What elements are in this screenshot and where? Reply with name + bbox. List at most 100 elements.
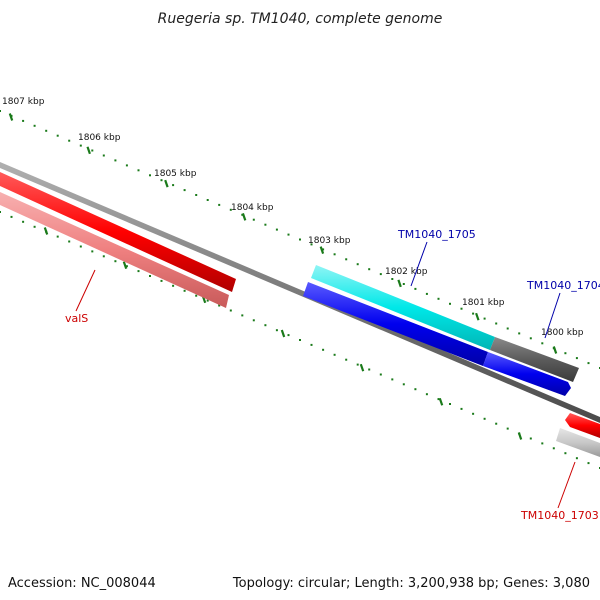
gene-TM1040-1703-feature[interactable] bbox=[565, 413, 600, 438]
tick-label-1800: 1800 kbp bbox=[541, 328, 584, 338]
valS-label[interactable]: valS bbox=[65, 312, 88, 325]
lower-scale-minor-dot bbox=[425, 393, 428, 396]
lower-scale-major-tick bbox=[43, 227, 49, 235]
scale-minor-dot bbox=[137, 169, 140, 172]
lower-scale-minor-dot bbox=[229, 309, 232, 312]
scale-minor-dot bbox=[437, 297, 440, 300]
scale-minor-dot bbox=[252, 218, 255, 221]
scale-minor-dot bbox=[206, 199, 209, 201]
TM1040-1705-leader-line bbox=[410, 241, 428, 287]
gene-TM1040-1705-feature[interactable] bbox=[311, 265, 495, 350]
lower-scale-minor-dot bbox=[379, 373, 382, 376]
scale-minor-dot bbox=[368, 268, 371, 271]
cds-TM1040-1705-feature[interactable] bbox=[303, 282, 488, 366]
scale-minor-dot bbox=[195, 194, 198, 196]
lower-scale-minor-dot bbox=[206, 299, 209, 302]
TM1040-1704-leader-line bbox=[544, 292, 561, 339]
lower-scale-minor-dot bbox=[0, 211, 1, 213]
lower-scale-minor-dot bbox=[287, 334, 290, 337]
lower-scale-major-tick bbox=[122, 261, 128, 270]
scale-minor-dot bbox=[564, 352, 567, 355]
lower-scale-minor-dot bbox=[437, 398, 440, 401]
scale-minor-dot bbox=[125, 164, 128, 167]
genome-title: Ruegeria sp. TM1040, complete genome bbox=[158, 11, 443, 27]
lower-scale-minor-dot bbox=[391, 378, 394, 381]
scale-minor-dot bbox=[0, 110, 1, 112]
lower-scale-minor-dot bbox=[575, 457, 578, 460]
lower-scale-minor-dot bbox=[345, 358, 348, 361]
scale-major-tick bbox=[552, 346, 558, 354]
tick-label-1807: 1807 kbp bbox=[2, 97, 45, 107]
lower-scale-minor-dot bbox=[252, 319, 255, 322]
scale-minor-dot bbox=[310, 243, 313, 246]
scale-minor-dot bbox=[91, 149, 94, 152]
scale-major-tick bbox=[397, 279, 402, 288]
lower-scale-minor-dot bbox=[587, 462, 590, 465]
lower-scale-minor-dot bbox=[149, 275, 151, 277]
cds-TM1040-1704-feature[interactable] bbox=[483, 352, 571, 396]
scale-ticks bbox=[8, 113, 558, 354]
lower-scale-minor-dot bbox=[172, 284, 175, 287]
lower-scale-minor-dot bbox=[218, 304, 221, 307]
TM1040-1703-label[interactable]: TM1040_1703 bbox=[520, 509, 599, 522]
lower-scale-minor-dot bbox=[125, 265, 128, 268]
scale-major-tick bbox=[164, 179, 169, 188]
lower-scale-major-tick bbox=[359, 363, 365, 372]
scale-minor-dot bbox=[299, 238, 301, 241]
scale-minor-dot bbox=[506, 327, 509, 330]
lower-scale-minor-dot bbox=[333, 353, 336, 356]
lower-scale-minor-dot bbox=[275, 329, 278, 332]
lower-scale-minor-dot bbox=[10, 215, 13, 218]
TM1040-1705-label[interactable]: TM1040_1705 bbox=[397, 228, 476, 241]
scale-minor-dot bbox=[391, 278, 394, 280]
scale-minor-dot bbox=[114, 159, 117, 162]
lower-scale-minor-dot bbox=[356, 363, 359, 366]
scale-minor-dot bbox=[483, 317, 486, 320]
lower-scale-minor-dot bbox=[472, 412, 475, 415]
scale-minor-dot bbox=[414, 287, 417, 290]
TM1040-1704-label[interactable]: TM1040_1704 bbox=[526, 279, 600, 292]
cds-TM1040-1703-feature[interactable] bbox=[556, 428, 600, 457]
gene-valS-feature[interactable] bbox=[0, 172, 236, 292]
lower-scale-minor-dot bbox=[541, 442, 544, 445]
lower-scale-minor-dot bbox=[460, 407, 463, 410]
scale-minor-dot bbox=[356, 263, 359, 266]
genome-summary-text: Topology: circular; Length: 3,200,938 bp… bbox=[232, 576, 590, 591]
lower-scale-minor-dot bbox=[195, 294, 198, 297]
scale-minor-dot bbox=[518, 332, 521, 335]
lower-scale-minor-dot bbox=[368, 368, 371, 371]
accession-text: Accession: NC_008044 bbox=[8, 576, 156, 591]
scale-minor-dot bbox=[449, 302, 451, 305]
scale-minor-dot bbox=[218, 203, 221, 206]
scale-minor-dot bbox=[529, 337, 532, 340]
scale-minor-dot bbox=[229, 208, 232, 211]
scale-minor-dot bbox=[22, 119, 25, 122]
scale-major-tick bbox=[86, 146, 91, 155]
lower-scale-minor-dot bbox=[322, 348, 325, 351]
scale-minor-dot bbox=[575, 357, 578, 360]
scale-minor-dot bbox=[183, 189, 186, 192]
lower-scale-major-tick bbox=[280, 329, 286, 338]
tick-label-1801: 1801 kbp bbox=[462, 298, 505, 308]
lower-scale-minor-dot bbox=[310, 343, 313, 346]
scale-minor-dot bbox=[495, 322, 498, 325]
scale-minor-dot bbox=[45, 129, 48, 132]
lower-scale-minor-dot bbox=[552, 447, 555, 450]
lower-scale-minor-dot bbox=[483, 417, 486, 420]
scale-minor-dot bbox=[149, 174, 151, 177]
lower-scale-minor-dot bbox=[414, 388, 417, 391]
cds-valS-feature[interactable] bbox=[0, 192, 229, 308]
scale-minor-dot bbox=[345, 258, 348, 261]
scale-minor-dot bbox=[379, 273, 382, 276]
lower-scale-minor-dot bbox=[564, 452, 567, 455]
tick-label-1804: 1804 kbp bbox=[231, 203, 274, 213]
gene-TM1040-1704-feature[interactable] bbox=[490, 337, 579, 382]
lower-scale-minor-dot bbox=[160, 279, 163, 282]
lower-scale-major-tick bbox=[438, 397, 444, 406]
scale-minor-dot bbox=[33, 124, 36, 127]
lower-scale-minor-dot bbox=[102, 255, 105, 258]
scale-minor-dot bbox=[102, 154, 105, 157]
TM1040-1703-leader-line bbox=[557, 461, 576, 509]
lower-scale-minor-dot bbox=[33, 225, 36, 228]
scale-minor-dot bbox=[322, 248, 325, 251]
